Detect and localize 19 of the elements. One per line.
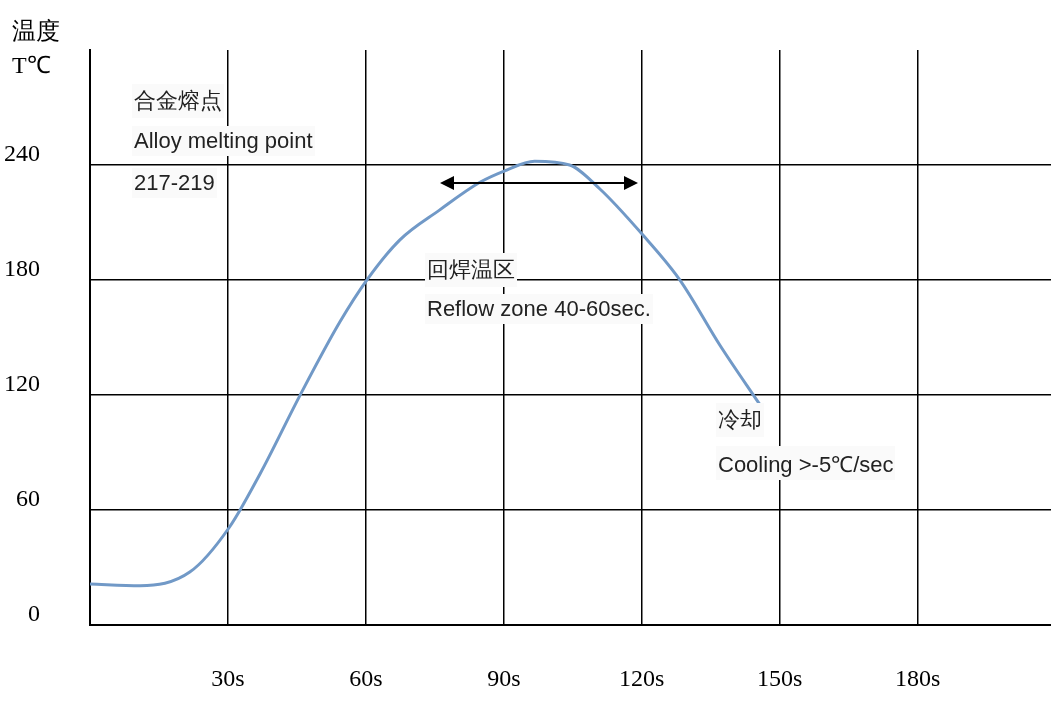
annotation: 冷却 [716, 403, 764, 437]
annotation: 回焊温区 [425, 253, 517, 287]
y-tick-label: 0 [28, 600, 40, 627]
x-tick-label: 90s [487, 664, 521, 691]
annotation: 合金熔点 [132, 84, 224, 118]
y-tick-label: 60 [16, 485, 40, 512]
annotation: Alloy melting point [132, 126, 315, 156]
x-tick-label: 60s [349, 664, 383, 691]
annotation: 217-219 [132, 168, 217, 198]
annotation: Cooling >-5℃/sec [716, 446, 896, 480]
x-tick-label: 120s [619, 664, 665, 691]
y-tick-label: 180 [4, 255, 40, 282]
y-tick-label: 240 [4, 140, 40, 167]
y-tick-label: 120 [4, 370, 40, 397]
x-tick-label: 30s [211, 664, 245, 691]
annotation: Reflow zone 40-60sec. [425, 294, 653, 324]
x-tick-label: 150s [757, 664, 803, 691]
x-tick-label: 180s [894, 664, 941, 691]
y-axis-title: 温度 T℃ [12, 17, 60, 80]
